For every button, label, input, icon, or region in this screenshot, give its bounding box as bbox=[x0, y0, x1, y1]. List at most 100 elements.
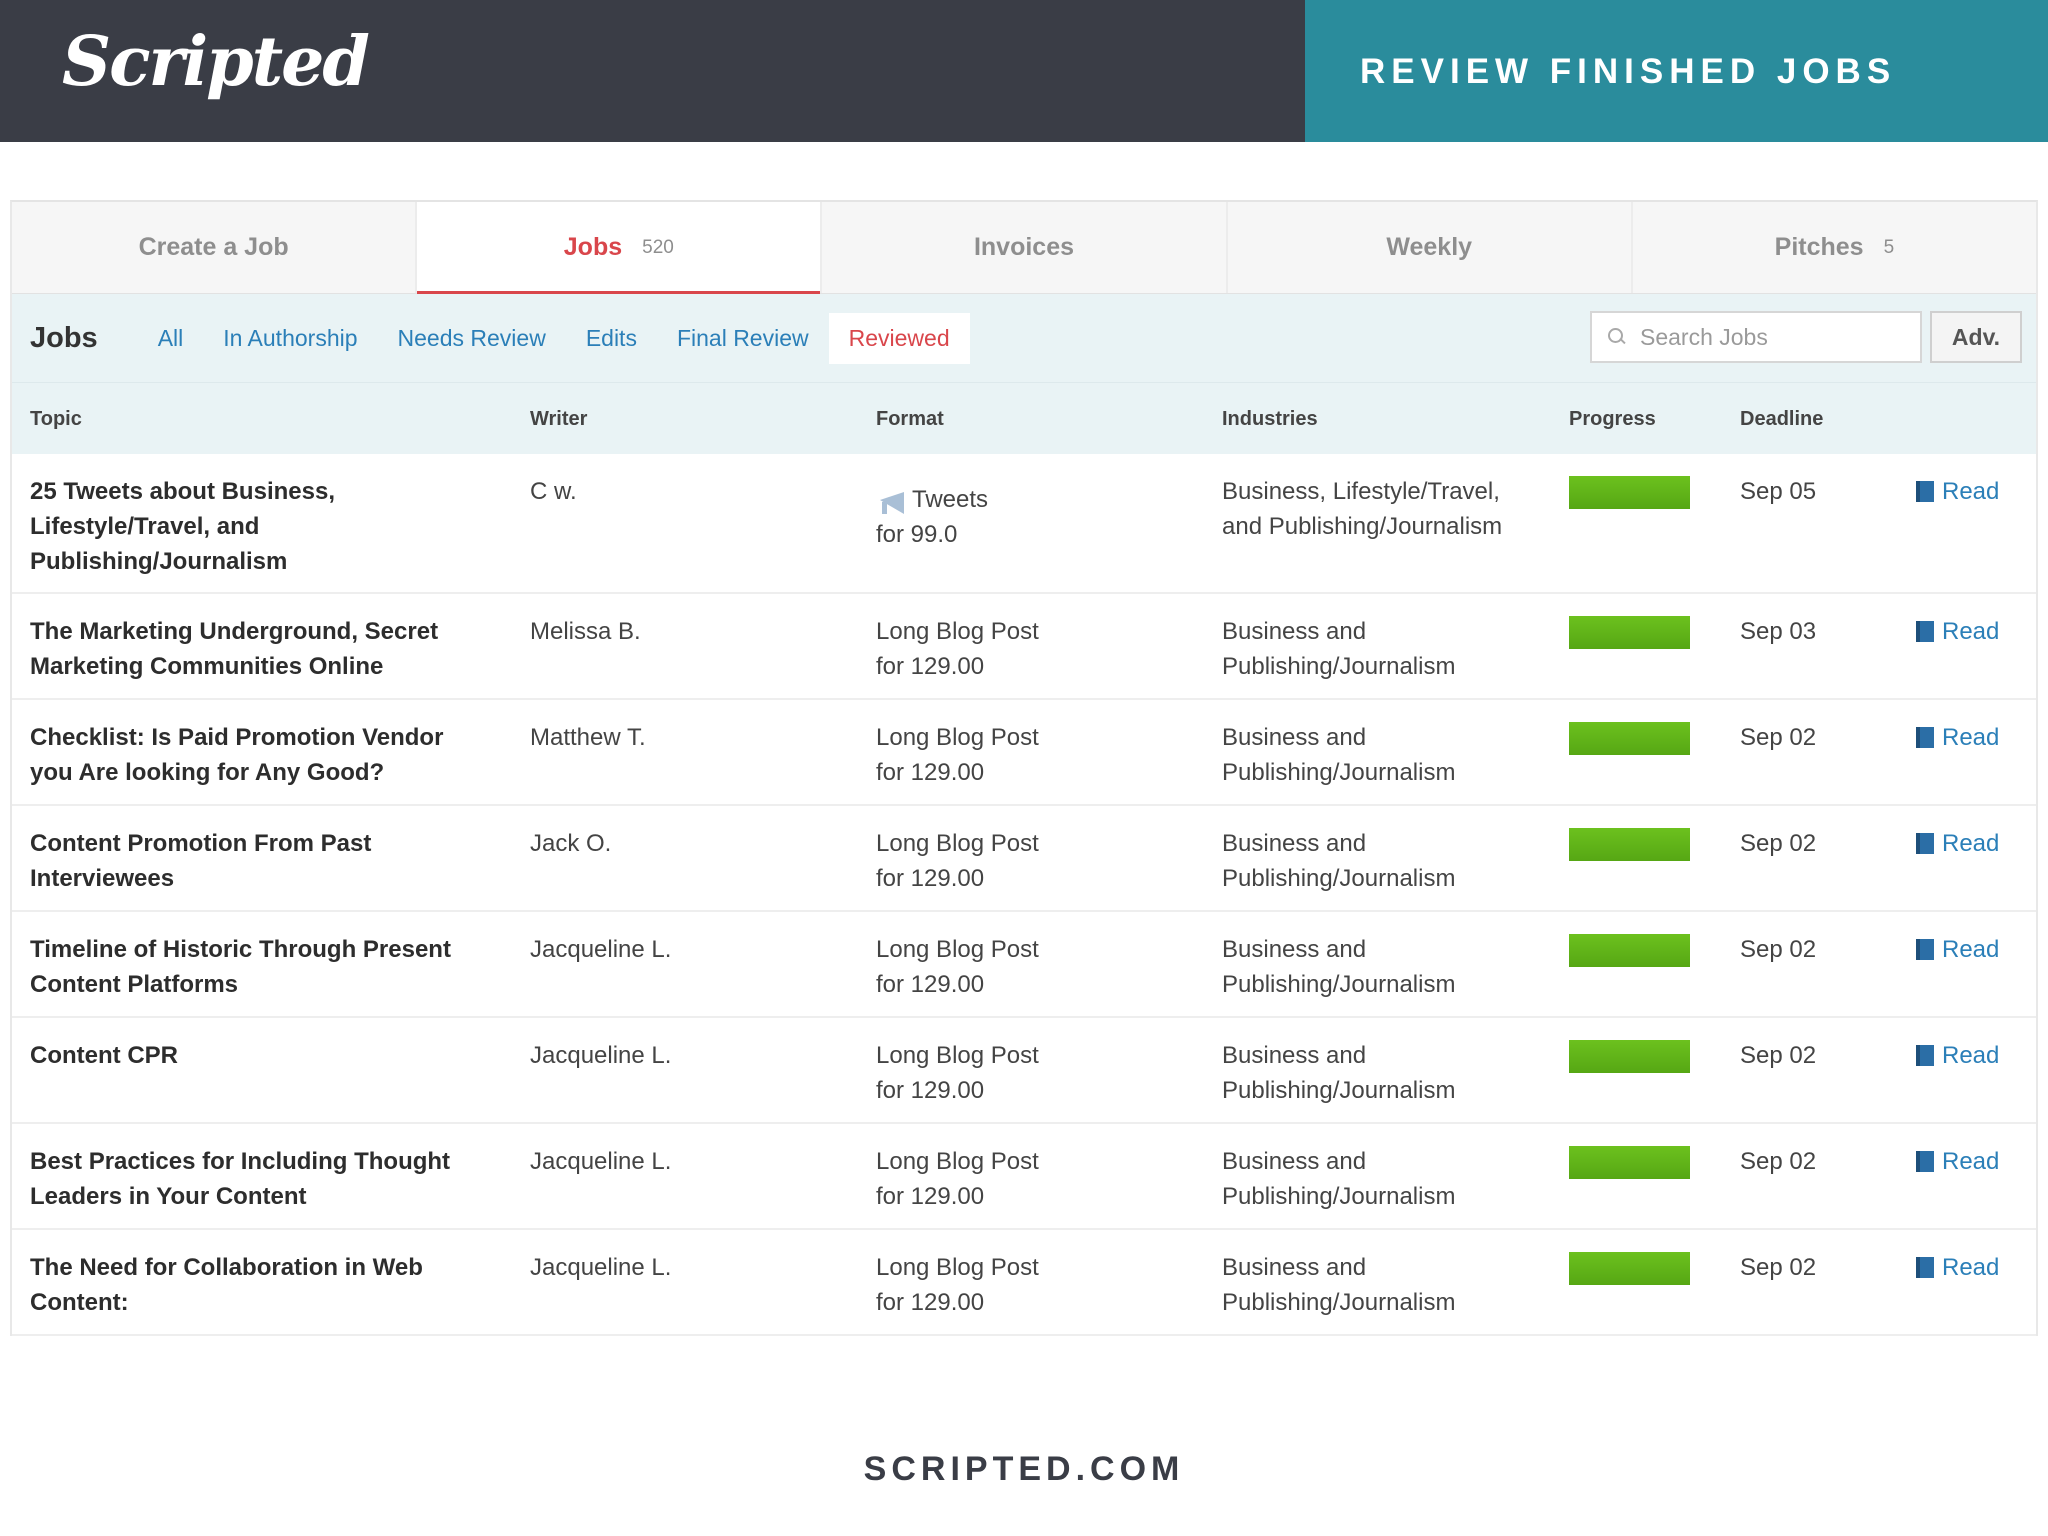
search-icon bbox=[1608, 328, 1626, 346]
tab-pitches[interactable]: Pitches 5 bbox=[1633, 202, 2036, 293]
read-link[interactable]: Read bbox=[1916, 1250, 1999, 1285]
industry-line: Publishing/Journalism bbox=[1222, 865, 1456, 892]
progress-fill bbox=[1569, 722, 1690, 755]
search-input[interactable] bbox=[1640, 323, 1910, 351]
topic-line: Checklist: Is Paid Promotion Vendor bbox=[30, 724, 444, 751]
topic-line: Timeline of Historic Through Present bbox=[30, 936, 451, 963]
job-industries: Business and Publishing/Journalism bbox=[1222, 932, 1552, 1002]
filter-edits[interactable]: Edits bbox=[585, 324, 637, 351]
format-label: Long Blog Post bbox=[876, 1148, 1039, 1175]
job-industries: Business and Publishing/Journalism bbox=[1222, 720, 1552, 790]
read-link[interactable]: Read bbox=[1916, 1038, 1999, 1073]
industry-line: Publishing/Journalism bbox=[1222, 759, 1456, 786]
job-writer: Melissa B. bbox=[530, 618, 641, 645]
job-deadline: Sep 02 bbox=[1740, 1254, 1817, 1281]
table-row[interactable]: Content Promotion From Past Interviewees J… bbox=[12, 806, 2036, 912]
tab-label: Pitches bbox=[1774, 233, 1864, 261]
book-icon bbox=[1916, 727, 1934, 748]
read-link[interactable]: Read bbox=[1916, 474, 1999, 509]
industry-line: Business and bbox=[1222, 830, 1367, 857]
header-banner: Scripted REVIEW FINISHED JOBS bbox=[0, 0, 2048, 142]
format-price: for 129.00 bbox=[876, 1289, 985, 1316]
filter-final-review[interactable]: Final Review bbox=[676, 324, 809, 351]
topic-line: Best Practices for Including Thought bbox=[30, 1148, 451, 1175]
job-writer: Jack O. bbox=[530, 830, 612, 857]
table-row[interactable]: Checklist: Is Paid Promotion Vendor you A… bbox=[12, 700, 2036, 806]
column-header-format[interactable]: Format bbox=[876, 408, 944, 430]
job-topic[interactable]: Checklist: Is Paid Promotion Vendor you A… bbox=[30, 720, 500, 790]
job-topic[interactable]: Timeline of Historic Through Present Cont… bbox=[30, 932, 500, 1002]
section-title: Jobs bbox=[30, 321, 98, 354]
tab-invoices[interactable]: Invoices bbox=[822, 202, 1228, 293]
industry-line: Publishing/Journalism bbox=[1222, 1289, 1456, 1316]
filter-reviewed[interactable]: Reviewed bbox=[828, 312, 970, 364]
tab-count: 5 bbox=[1883, 236, 1895, 258]
tab-jobs[interactable]: Jobs 520 bbox=[417, 202, 823, 294]
job-format: Long Blog Post for 129.00 bbox=[876, 1250, 1039, 1320]
read-link[interactable]: Read bbox=[1916, 614, 1999, 649]
book-icon bbox=[1916, 1257, 1934, 1278]
book-icon bbox=[1916, 1045, 1934, 1066]
job-topic[interactable]: 25 Tweets about Business, Lifestyle/Trave… bbox=[30, 474, 500, 579]
book-icon bbox=[1916, 1151, 1934, 1172]
job-format: Long Blog Post for 129.00 bbox=[876, 614, 1039, 684]
job-topic[interactable]: The Need for Collaboration in Web Content… bbox=[30, 1250, 500, 1320]
tab-label: Weekly bbox=[1386, 233, 1473, 261]
column-header-progress[interactable]: Progress bbox=[1569, 408, 1656, 430]
read-label: Read bbox=[1942, 936, 2000, 963]
column-header-deadline[interactable]: Deadline bbox=[1740, 408, 1824, 430]
industry-line: Business, Lifestyle/Travel, bbox=[1222, 478, 1500, 505]
table-row[interactable]: Best Practices for Including Thought Lead… bbox=[12, 1124, 2036, 1230]
table-row[interactable]: The Marketing Underground, Secret Marketi… bbox=[12, 594, 2036, 700]
banner-title-area: REVIEW FINISHED JOBS bbox=[1305, 0, 2048, 142]
job-writer: Jacqueline L. bbox=[530, 1148, 672, 1175]
progress-fill bbox=[1569, 934, 1690, 967]
scripted-logo[interactable]: Scripted bbox=[62, 22, 370, 102]
job-deadline: Sep 02 bbox=[1740, 936, 1817, 963]
format-price: for 129.00 bbox=[876, 971, 985, 998]
filter-all[interactable]: All bbox=[157, 324, 184, 351]
job-format: Tweets for 99.0 bbox=[876, 482, 988, 552]
job-deadline: Sep 02 bbox=[1740, 1042, 1817, 1069]
read-label: Read bbox=[1942, 724, 2000, 751]
filter-needs-review[interactable]: Needs Review bbox=[397, 324, 546, 351]
job-topic[interactable]: Content CPR bbox=[30, 1038, 500, 1073]
read-link[interactable]: Read bbox=[1916, 932, 1999, 967]
industry-line: Publishing/Journalism bbox=[1222, 653, 1456, 680]
read-link[interactable]: Read bbox=[1916, 826, 1999, 861]
column-header-industries[interactable]: Industries bbox=[1222, 408, 1318, 430]
column-header-writer[interactable]: Writer bbox=[530, 408, 588, 430]
tab-label: Jobs bbox=[563, 233, 623, 261]
format-price: for 129.00 bbox=[876, 1183, 985, 1210]
job-topic[interactable]: The Marketing Underground, Secret Marketi… bbox=[30, 614, 500, 684]
tab-label: Create a Job bbox=[138, 233, 289, 261]
job-topic[interactable]: Content Promotion From Past Interviewees bbox=[30, 826, 500, 896]
industry-line: Business and bbox=[1222, 724, 1367, 751]
format-name: Long Blog Post bbox=[876, 720, 1039, 755]
progress-bar bbox=[1569, 934, 1690, 967]
advanced-search-button[interactable]: Adv. bbox=[1930, 311, 2022, 363]
filter-in-authorship[interactable]: In Authorship bbox=[223, 324, 358, 351]
read-link[interactable]: Read bbox=[1916, 1144, 1999, 1179]
job-topic[interactable]: Best Practices for Including Thought Lead… bbox=[30, 1144, 500, 1214]
industry-line: Business and bbox=[1222, 1148, 1367, 1175]
topic-line: The Need for Collaboration in Web bbox=[30, 1254, 423, 1281]
progress-fill bbox=[1569, 616, 1690, 649]
industry-line: and Publishing/Journalism bbox=[1222, 513, 1503, 540]
column-header-topic[interactable]: Topic bbox=[30, 408, 82, 430]
table-row[interactable]: Content CPR Jacqueline L. Long Blog Post fo… bbox=[12, 1018, 2036, 1124]
format-price: for 129.00 bbox=[876, 865, 985, 892]
read-link[interactable]: Read bbox=[1916, 720, 1999, 755]
read-label: Read bbox=[1942, 830, 2000, 857]
format-label: Long Blog Post bbox=[876, 936, 1039, 963]
tab-weekly[interactable]: Weekly bbox=[1228, 202, 1633, 293]
table-row[interactable]: 25 Tweets about Business, Lifestyle/Trave… bbox=[12, 454, 2036, 594]
table-row[interactable]: Timeline of Historic Through Present Cont… bbox=[12, 912, 2036, 1018]
tab-create-job[interactable]: Create a Job bbox=[12, 202, 418, 293]
industry-line: Publishing/Journalism bbox=[1222, 1077, 1456, 1104]
table-row[interactable]: The Need for Collaboration in Web Content… bbox=[12, 1230, 2036, 1336]
read-label: Read bbox=[1942, 478, 2000, 505]
industry-line: Business and bbox=[1222, 618, 1367, 645]
format-label: Long Blog Post bbox=[876, 1042, 1039, 1069]
industry-line: Publishing/Journalism bbox=[1222, 971, 1456, 998]
